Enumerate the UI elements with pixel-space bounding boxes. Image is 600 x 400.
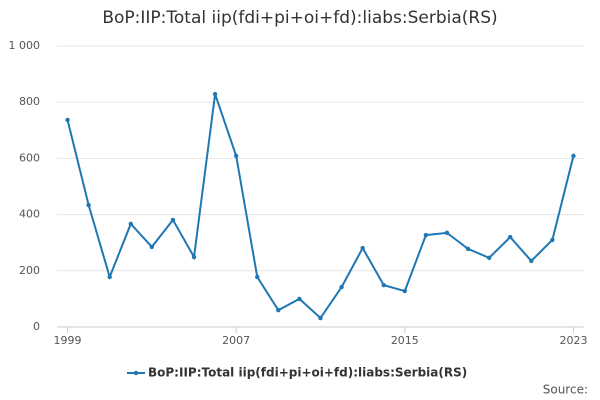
y-tick-label: 400 [19, 208, 40, 221]
data-point [297, 296, 302, 302]
data-point [360, 245, 365, 251]
data-point [149, 244, 155, 250]
data-point [86, 202, 91, 208]
y-tick-label: 200 [19, 264, 40, 277]
y-tick-label: 600 [19, 151, 40, 164]
data-point [107, 274, 112, 280]
data-point [233, 153, 239, 159]
x-tick-label: 1999 [54, 334, 82, 347]
data-point [212, 91, 218, 97]
y-tick-label: 0 [33, 320, 40, 333]
data-point [571, 153, 576, 159]
x-tick-label: 2015 [391, 334, 419, 347]
data-point [318, 315, 323, 321]
data-point [486, 255, 492, 261]
data-point [65, 117, 70, 123]
data-point [465, 246, 471, 252]
data-point [402, 288, 408, 294]
x-tick-label: 2023 [559, 334, 587, 347]
data-point [339, 284, 344, 290]
legend-marker [133, 370, 139, 376]
data-point [529, 258, 534, 264]
data-point [128, 221, 133, 227]
data-point [255, 274, 260, 280]
data-line [66, 93, 575, 320]
data-point [423, 232, 429, 238]
data-point [276, 307, 281, 313]
data-point [381, 282, 386, 288]
data-point [170, 217, 176, 223]
y-tick-label: 1 000 [9, 39, 41, 52]
data-point [550, 237, 555, 243]
data-point [191, 254, 197, 260]
x-tick-label: 2007 [222, 334, 250, 347]
data-point [444, 230, 450, 236]
data-point [508, 234, 513, 240]
legend-label: BoP:IIP:Total iip(fdi+pi+oi+fd):liabs:Se… [148, 366, 467, 380]
chart-title: BoP:IIP:Total iip(fdi+pi+oi+fd):liabs:Se… [102, 8, 497, 28]
source: Source: [543, 383, 588, 397]
y-tick-label: 800 [19, 95, 40, 108]
